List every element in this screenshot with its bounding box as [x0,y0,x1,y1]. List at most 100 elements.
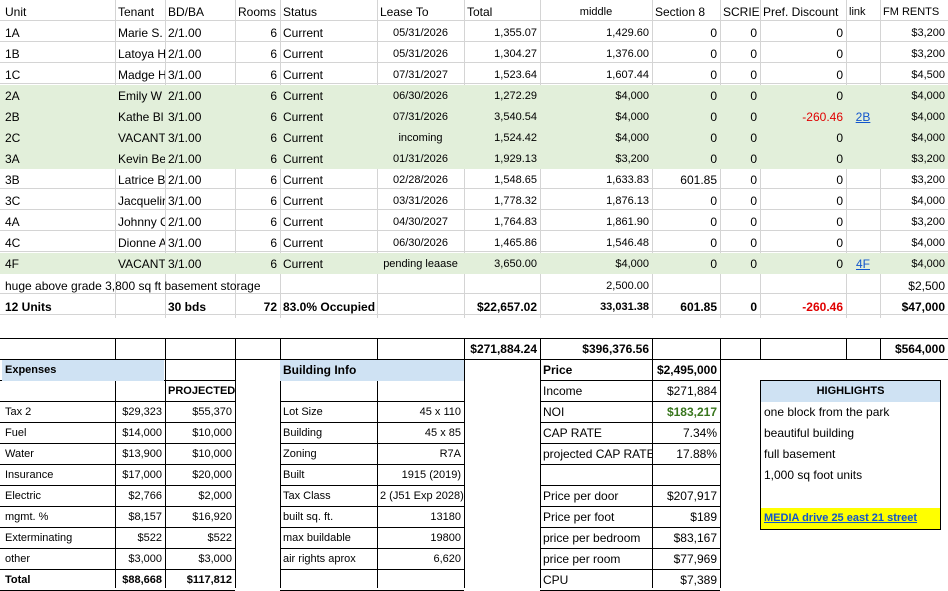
middle-cell[interactable]: 1,546.48 [606,237,649,249]
fm-rent-cell[interactable]: $4,000 [911,195,945,207]
annual-middle[interactable]: $396,376.56 [582,342,649,356]
fm-rent-cell[interactable]: $3,200 [911,48,945,60]
scrie-cell[interactable]: 0 [750,215,757,229]
finance-value[interactable]: $2,495,000 [656,363,717,377]
building-value[interactable]: R7A [439,448,461,460]
link-cell[interactable] [846,23,880,44]
link-cell[interactable] [846,191,880,212]
status-cell[interactable]: Current [283,152,324,166]
discount-cell[interactable]: 0 [836,257,843,271]
unit-cell[interactable]: 1B [5,47,20,61]
discount-cell[interactable]: 0 [836,152,843,166]
expense-projected[interactable]: $10,000 [192,448,232,460]
expense-projected[interactable]: $55,370 [192,406,232,418]
status-cell[interactable]: Current [283,173,324,187]
rooms-cell[interactable]: 6 [270,215,277,229]
middle-cell[interactable]: 1,861.90 [606,216,649,228]
building-info-title[interactable]: Building Info [280,360,464,381]
status-cell[interactable]: Current [283,26,324,40]
highlight-item[interactable]: 1,000 sq foot units [764,468,863,482]
section8-cell[interactable]: 0 [710,68,717,82]
finance-label[interactable]: Price per door [543,489,619,503]
media-link-text[interactable]: MEDIA drive 25 east 21 street [764,512,918,524]
finance-value[interactable]: $183,217 [666,405,717,419]
column-header[interactable]: link [849,6,866,18]
unit-cell[interactable]: 3C [5,194,21,208]
unit-cell[interactable]: 2B [5,110,20,124]
total-cell[interactable]: 1,778.32 [494,195,537,207]
annual-fm[interactable]: $564,000 [894,342,945,356]
rooms-cell[interactable]: 6 [270,131,277,145]
section8-cell[interactable]: 601.85 [680,173,717,187]
discount-cell[interactable]: 0 [836,26,843,40]
middle-cell[interactable]: 1,376.00 [606,48,649,60]
tenant-cell[interactable]: Latrice B [118,173,165,187]
finance-label[interactable]: projected CAP RATE [543,447,652,461]
expense-label[interactable]: mgmt. % [5,511,49,523]
bdba-cell[interactable]: 2/1.00 [168,152,202,166]
section8-cell[interactable]: 0 [710,236,717,250]
status-cell[interactable]: Current [283,68,324,82]
section8-cell[interactable]: 0 [710,152,717,166]
unit-cell[interactable]: 4C [5,236,21,250]
rooms-cell[interactable]: 6 [270,173,277,187]
finance-value[interactable]: 7.34% [682,426,717,440]
column-header[interactable]: BD/BA [168,5,205,19]
bdba-cell[interactable]: 2/1.00 [168,173,202,187]
expense-current[interactable]: $14,000 [122,427,162,439]
total-cell[interactable]: 1,465.86 [494,237,537,249]
expense-projected[interactable]: $16,920 [192,511,232,523]
expense-label[interactable]: Electric [5,490,42,502]
status-cell[interactable]: Current [283,215,324,229]
scrie-cell[interactable]: 0 [750,131,757,145]
lease-cell[interactable]: 05/31/2026 [392,48,449,60]
section8-cell[interactable]: 0 [710,89,717,103]
expense-projected[interactable]: $522 [207,532,232,544]
middle-cell[interactable]: $4,000 [615,132,649,144]
section8-cell[interactable]: 0 [710,194,717,208]
discount-cell[interactable]: 0 [836,236,843,250]
total-cell[interactable]: 1,523.64 [494,69,537,81]
column-header[interactable]: Rooms [238,5,277,19]
finance-label[interactable]: price per bedroom [543,531,641,545]
bdba-cell[interactable]: 3/1.00 [168,236,202,250]
tenant-cell[interactable]: VACANT [118,257,165,271]
lease-cell[interactable]: 06/30/2026 [392,237,449,249]
total-cell[interactable]: 1,764.83 [494,216,537,228]
building-value[interactable]: 1915 (2019) [401,469,461,481]
section8-cell[interactable]: 0 [710,47,717,61]
highlight-item[interactable]: full basement [764,447,836,461]
column-header[interactable]: FM RENTS [883,6,940,18]
link-cell[interactable]: 4F [855,257,870,271]
rooms-cell[interactable]: 6 [270,236,277,250]
total-cell[interactable]: 1,304.27 [494,48,537,60]
status-cell[interactable]: Current [283,110,324,124]
discount-cell[interactable]: 0 [836,47,843,61]
highlight-item[interactable]: one block from the park [764,405,890,419]
rooms-cell[interactable]: 6 [270,89,277,103]
finance-label[interactable]: Income [543,384,583,398]
unit-cell[interactable]: 1C [5,68,21,82]
tenant-cell[interactable]: Marie S. [118,26,163,40]
expense-label[interactable]: Insurance [5,469,54,481]
tenant-cell[interactable]: Johnny C [118,215,165,229]
middle-cell[interactable]: 1,607.44 [606,69,649,81]
building-value[interactable]: 13180 [430,511,461,523]
lease-cell[interactable]: 07/31/2026 [392,111,449,123]
expense-projected[interactable]: $3,000 [198,553,232,565]
summary-occupied[interactable]: 83.0% Occupied [283,300,376,314]
link-cell[interactable] [846,65,880,86]
middle-cell[interactable]: 1,633.83 [606,174,649,186]
column-header[interactable]: Unit [5,5,27,19]
finance-label[interactable]: NOI [543,405,565,419]
expense-projected[interactable]: $20,000 [192,469,232,481]
fm-rent-cell[interactable]: $4,000 [911,90,945,102]
bdba-cell[interactable]: 3/1.00 [168,68,202,82]
status-cell[interactable]: Current [283,236,324,250]
rooms-cell[interactable]: 6 [270,194,277,208]
discount-cell[interactable]: 0 [836,131,843,145]
highlights-title[interactable]: HIGHLIGHTS [761,381,940,402]
building-label[interactable]: air rights aprox [283,553,356,565]
status-cell[interactable]: Current [283,194,324,208]
discount-cell[interactable]: 0 [836,68,843,82]
